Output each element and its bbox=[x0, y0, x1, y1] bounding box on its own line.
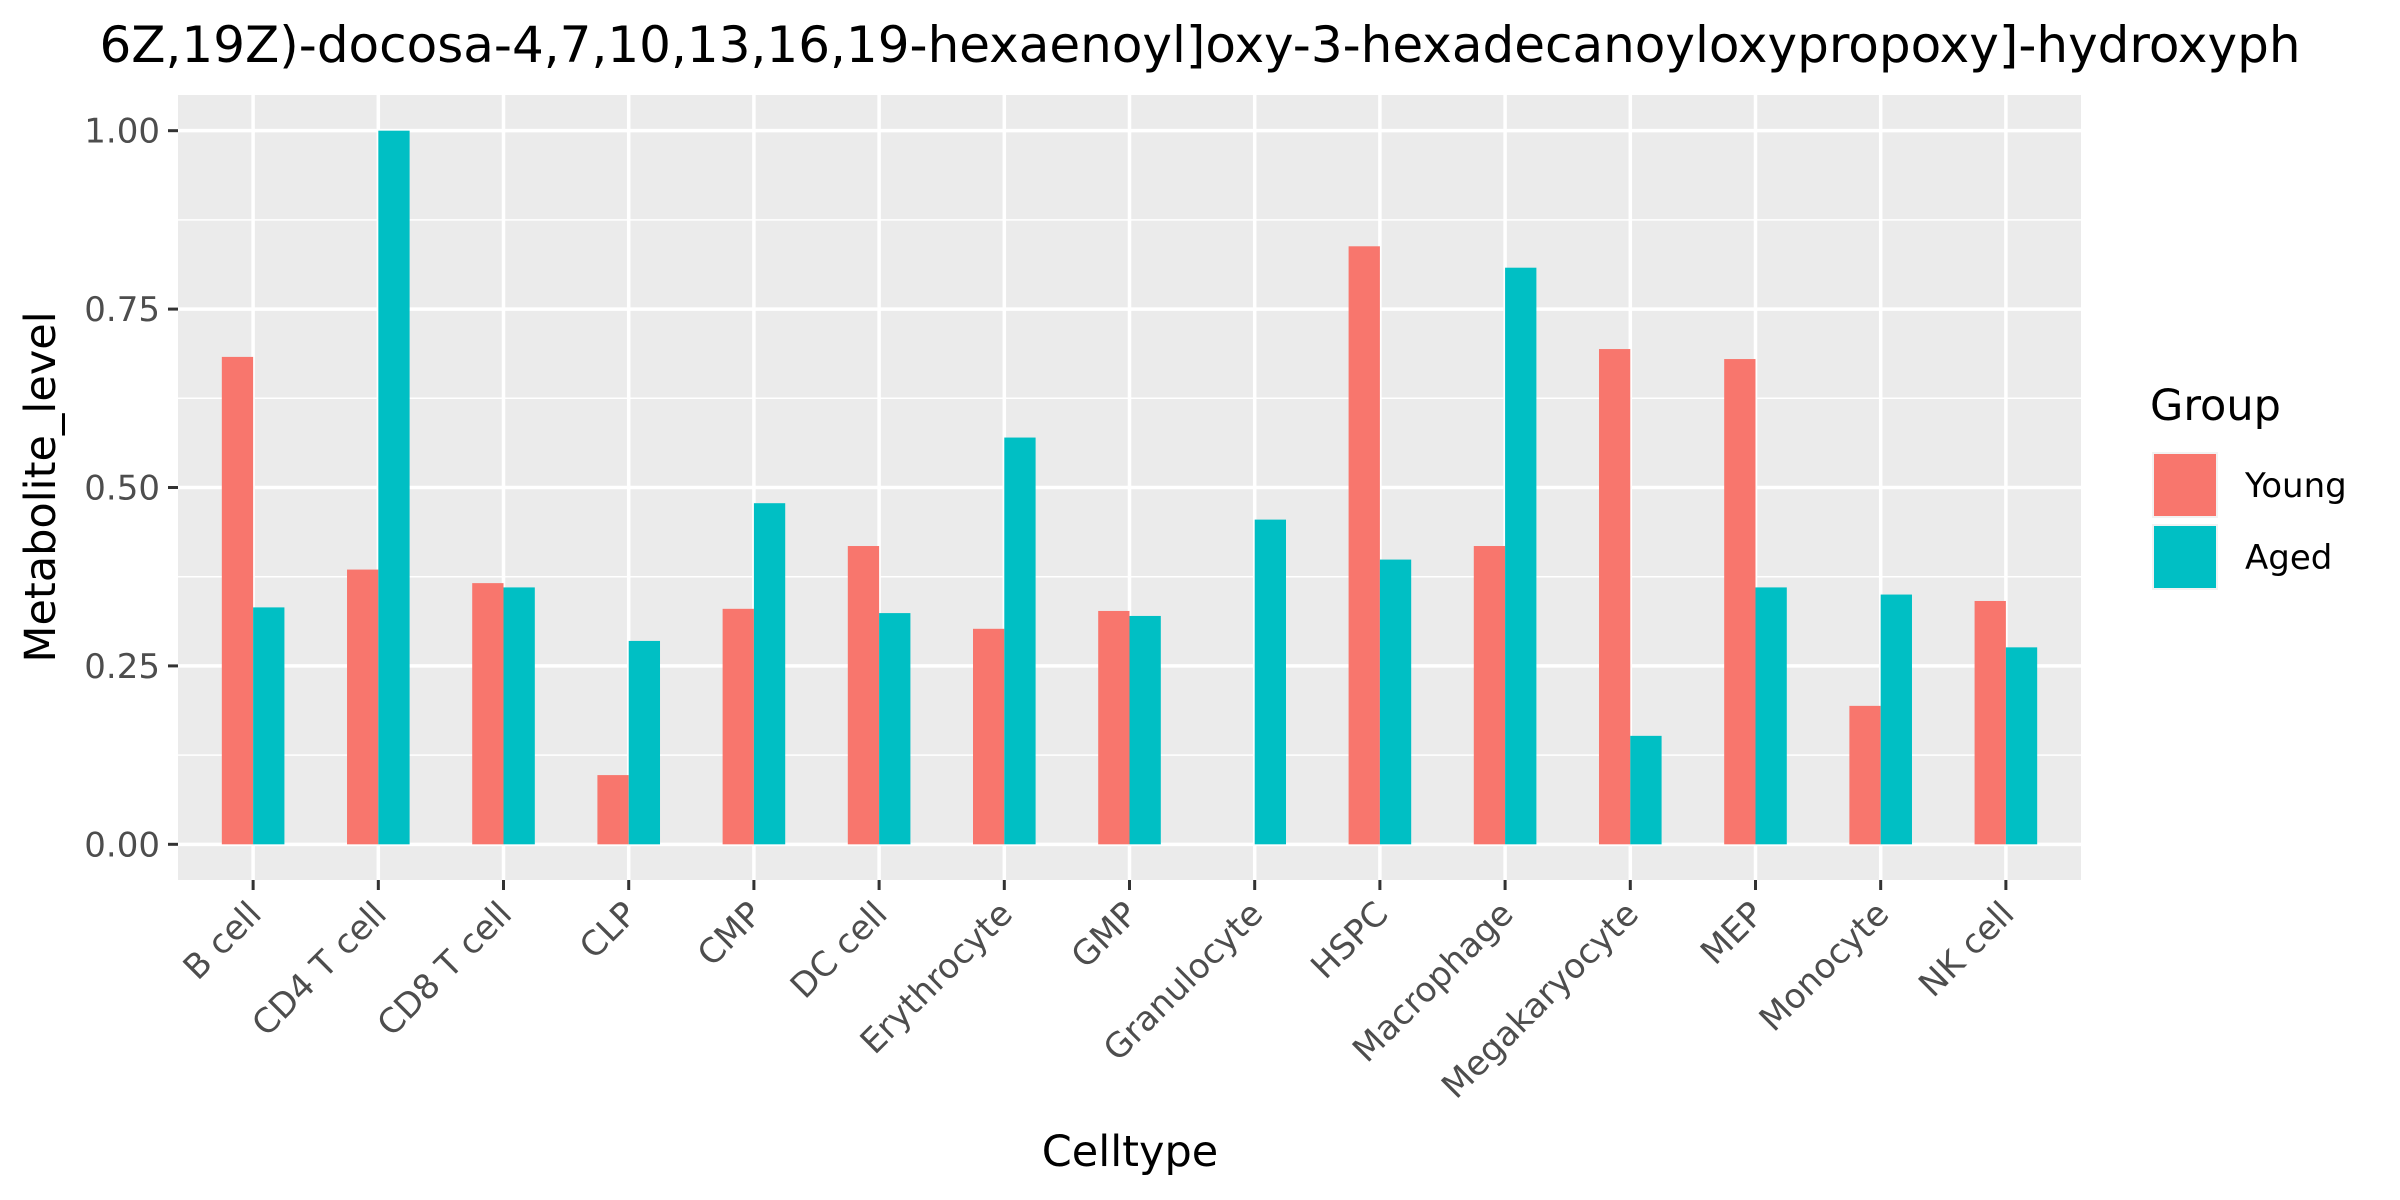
y-axis-title: Metabolite_level bbox=[16, 311, 66, 662]
bar-young-megakaryocyte bbox=[1598, 349, 1631, 845]
bar-aged-b-cell bbox=[253, 607, 285, 845]
x-tick-label: CLP bbox=[572, 894, 645, 967]
y-tick-label: 1.00 bbox=[84, 112, 160, 152]
x-tick-label: CMP bbox=[690, 894, 770, 974]
x-tick-label: Monocyte bbox=[1752, 894, 1897, 1039]
bar-young-gmp bbox=[1098, 610, 1130, 845]
bar-aged-granulocyte bbox=[1254, 519, 1286, 845]
bar-aged-gmp bbox=[1129, 615, 1161, 845]
y-tick-label: 0.00 bbox=[84, 825, 160, 865]
x-axis-title: Celltype bbox=[1042, 1127, 1218, 1177]
bar-young-b-cell bbox=[221, 356, 254, 845]
x-tick-label: DC cell bbox=[783, 894, 896, 1007]
bar-aged-cd4-t-cell bbox=[378, 130, 410, 845]
x-tick-label: GMP bbox=[1064, 894, 1146, 976]
bar-young-nk-cell bbox=[1974, 600, 2006, 845]
bar-aged-cd8-t-cell bbox=[503, 587, 535, 845]
y-tick-label: 0.50 bbox=[84, 469, 160, 509]
bar-aged-mep bbox=[1755, 587, 1787, 845]
bar-young-hspc bbox=[1348, 246, 1380, 845]
legend-label-young: Young bbox=[2244, 466, 2347, 506]
x-tick-label: NK cell bbox=[1911, 894, 2022, 1005]
bar-aged-monocyte bbox=[1880, 594, 1912, 845]
bars bbox=[221, 130, 2038, 845]
bar-aged-erythrocyte bbox=[1004, 437, 1036, 845]
bar-young-cd4-t-cell bbox=[347, 569, 379, 845]
bar-aged-nk-cell bbox=[2005, 647, 2038, 845]
x-tick-label: B cell bbox=[176, 894, 270, 988]
bar-aged-megakaryocyte bbox=[1630, 735, 1662, 845]
x-tick-label: MEP bbox=[1693, 894, 1772, 973]
bar-aged-clp bbox=[628, 640, 661, 845]
legend-swatch-young bbox=[2154, 454, 2216, 516]
bar-aged-macrophage bbox=[1505, 267, 1537, 845]
legend: Group Young Aged bbox=[2150, 381, 2347, 590]
legend-swatch-aged bbox=[2154, 526, 2216, 588]
bar-young-monocyte bbox=[1849, 705, 1881, 845]
bar-aged-dc-cell bbox=[879, 613, 911, 845]
bar-young-dc-cell bbox=[847, 546, 880, 845]
x-tick-label: CD8 T cell bbox=[370, 894, 520, 1044]
bar-young-erythrocyte bbox=[973, 628, 1005, 845]
legend-items: Young Aged bbox=[2152, 452, 2347, 590]
bar-young-cmp bbox=[722, 608, 754, 845]
chart-title: 6Z,19Z)-docosa-4,7,10,13,16,19-hexaenoyl… bbox=[99, 16, 2300, 74]
legend-label-aged: Aged bbox=[2245, 538, 2332, 578]
bar-aged-hspc bbox=[1379, 559, 1412, 845]
x-tick-label: HSPC bbox=[1303, 894, 1396, 987]
x-tick-label: CD4 T cell bbox=[244, 894, 394, 1044]
y-axis: 0.00 0.25 0.50 0.75 1.00 bbox=[84, 112, 178, 865]
bar-young-mep bbox=[1724, 359, 1756, 845]
y-tick-label: 0.75 bbox=[84, 290, 160, 330]
y-tick-label: 0.25 bbox=[84, 647, 160, 687]
legend-title: Group bbox=[2150, 381, 2281, 431]
bar-young-cd8-t-cell bbox=[472, 583, 504, 845]
bar-young-macrophage bbox=[1473, 546, 1506, 845]
bar-young-clp bbox=[597, 775, 629, 845]
bar-aged-cmp bbox=[753, 503, 786, 845]
